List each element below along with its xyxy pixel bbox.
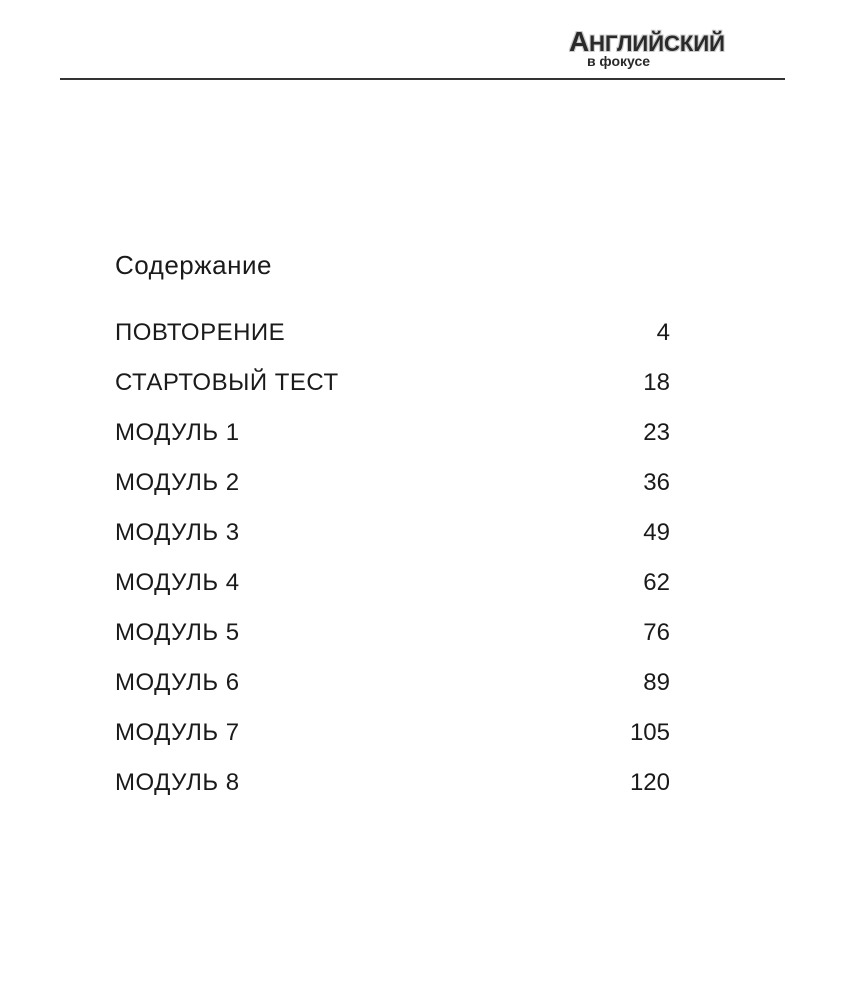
toc-entry-page: 36 [643, 469, 670, 497]
toc-row: СТАРТОВЫЙ ТЕСТ 18 [115, 369, 670, 397]
toc-row: МОДУЛЬ 1 23 [115, 419, 670, 447]
toc-row: МОДУЛЬ 5 76 [115, 619, 670, 647]
toc-entry-page: 49 [643, 519, 670, 547]
toc-entry-label: МОДУЛЬ 6 [115, 669, 240, 697]
toc-entry-page: 105 [630, 719, 670, 747]
toc-row: МОДУЛЬ 4 62 [115, 569, 670, 597]
toc-row: ПОВТОРЕНИЕ 4 [115, 319, 670, 347]
toc-entry-label: СТАРТОВЫЙ ТЕСТ [115, 369, 339, 397]
toc-entry-label: МОДУЛЬ 8 [115, 769, 240, 797]
toc-entry-label: МОДУЛЬ 1 [115, 419, 240, 447]
toc-entry-label: МОДУЛЬ 5 [115, 619, 240, 647]
toc-entry-label: ПОВТОРЕНИЕ [115, 319, 285, 347]
header-logo: АНГЛИЙСКИЙ в фокусе [569, 28, 725, 68]
toc-entry-page: 18 [643, 369, 670, 397]
toc-entry-label: МОДУЛЬ 7 [115, 719, 240, 747]
toc-row: МОДУЛЬ 3 49 [115, 519, 670, 547]
toc-row: МОДУЛЬ 8 120 [115, 769, 670, 797]
header-divider [60, 78, 785, 80]
toc-row: МОДУЛЬ 2 36 [115, 469, 670, 497]
logo-sub-text: в фокусе [587, 54, 725, 68]
toc-entry-page: 120 [630, 769, 670, 797]
toc-entry-label: МОДУЛЬ 4 [115, 569, 240, 597]
toc-entry-label: МОДУЛЬ 3 [115, 519, 240, 547]
toc-list: ПОВТОРЕНИЕ 4 СТАРТОВЫЙ ТЕСТ 18 МОДУЛЬ 1 … [115, 319, 670, 797]
toc-row: МОДУЛЬ 6 89 [115, 669, 670, 697]
toc-entry-page: 23 [643, 419, 670, 447]
table-of-contents: Содержание ПОВТОРЕНИЕ 4 СТАРТОВЫЙ ТЕСТ 1… [115, 250, 670, 819]
toc-entry-page: 4 [657, 319, 670, 347]
toc-entry-page: 62 [643, 569, 670, 597]
toc-entry-page: 89 [643, 669, 670, 697]
logo-main-text: АНГЛИЙСКИЙ [569, 28, 725, 56]
toc-title: Содержание [115, 250, 670, 281]
toc-entry-page: 76 [643, 619, 670, 647]
toc-row: МОДУЛЬ 7 105 [115, 719, 670, 747]
toc-entry-label: МОДУЛЬ 2 [115, 469, 240, 497]
